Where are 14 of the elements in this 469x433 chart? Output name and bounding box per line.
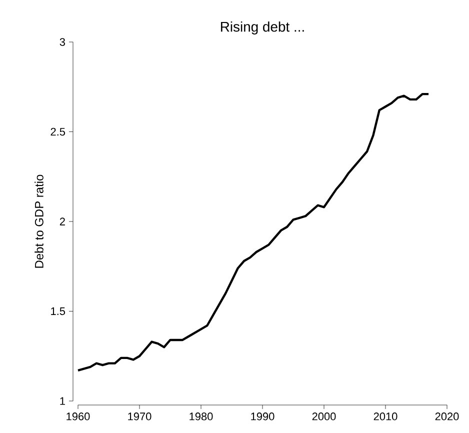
x-tick-label: 1960: [66, 412, 90, 420]
y-tick-label: 1: [60, 397, 65, 405]
x-tick-label: 1990: [251, 412, 274, 420]
x-tick-label: 1980: [190, 412, 213, 420]
x-tick-label: 2000: [312, 412, 336, 420]
x-tick-label: 2010: [374, 412, 398, 420]
y-axis-title: Debt to GDP ratio: [34, 174, 44, 268]
y-tick-label: 1.5: [51, 307, 66, 316]
y-tick-label: 2.5: [50, 128, 66, 136]
chart-title: Rising debt ...: [221, 21, 304, 34]
y-tick-label: 3: [60, 38, 65, 46]
x-tick-label: 1970: [128, 412, 152, 420]
x-tick-label: 2020: [435, 412, 459, 420]
y-tick-label: 2: [60, 218, 65, 226]
